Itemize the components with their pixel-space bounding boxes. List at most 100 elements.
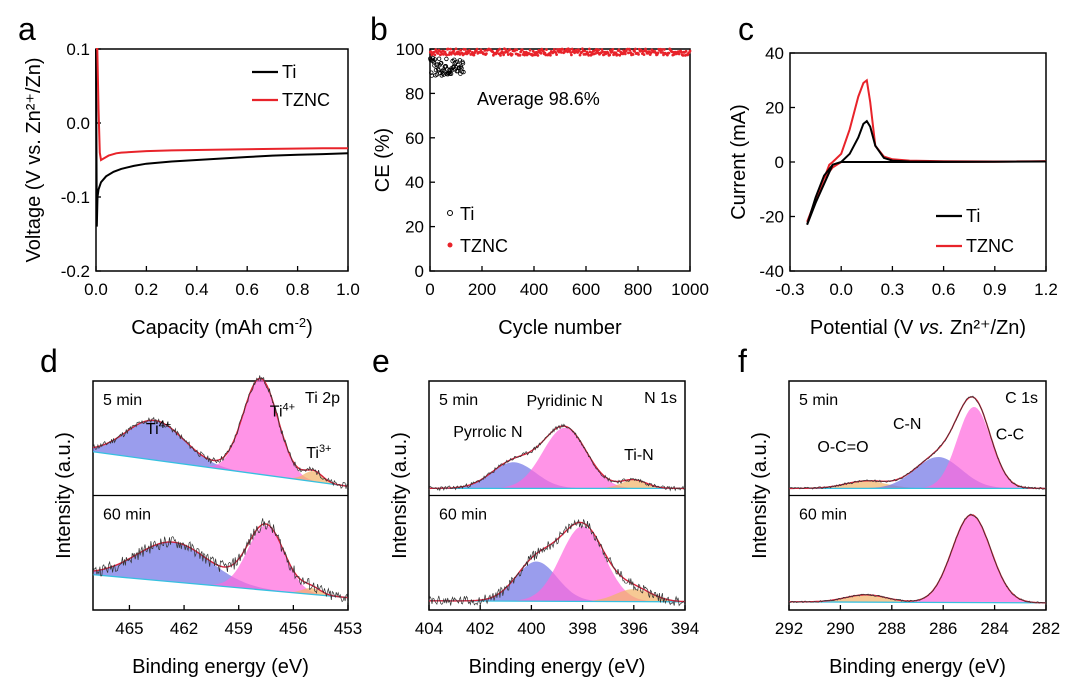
- point-tznc: [506, 53, 510, 56]
- panel-e: e 404 402 400 398 396 394 5 min N 1s Pyrrolic NPy…: [372, 343, 699, 678]
- point-tznc: [432, 50, 436, 54]
- y-axis-title: CE (%): [372, 128, 394, 192]
- panel-label-a: a: [18, 11, 36, 47]
- peak-label: C-N: [893, 416, 921, 433]
- point-tznc: [433, 53, 437, 57]
- y-tick-label: 40: [765, 44, 784, 63]
- point-tznc: [637, 53, 640, 56]
- peak-label: C-C: [996, 426, 1024, 443]
- peak-fill: [429, 526, 685, 602]
- x-tick-label: 800: [624, 280, 652, 299]
- point-tznc: [483, 49, 487, 52]
- point-tznc: [545, 48, 548, 51]
- point-tznc: [617, 48, 621, 52]
- point-tznc: [475, 47, 479, 51]
- point-tznc: [610, 50, 614, 54]
- point-tznc: [498, 47, 502, 51]
- point-tznc: [528, 48, 532, 52]
- point-tznc: [600, 48, 604, 51]
- peak-label: Pyrrolic N: [453, 424, 522, 441]
- legend-label-tznc: TZNC: [282, 90, 330, 110]
- x-tick-label: -0.3: [775, 280, 804, 299]
- x-tick-label: 0.0: [829, 280, 853, 299]
- point-ti: [460, 61, 466, 66]
- x-tick-label: 0.0: [84, 280, 108, 299]
- point-tznc: [633, 50, 636, 53]
- element-label: N 1s: [644, 390, 677, 407]
- point-tznc: [611, 48, 615, 51]
- x-tick-label: 396: [620, 619, 648, 638]
- x-tick-label: 0: [425, 280, 434, 299]
- peak-label: Ti4+: [270, 401, 295, 420]
- x-tick-label: 282: [1032, 619, 1060, 638]
- peak-fill: [93, 378, 348, 487]
- point-tznc: [649, 51, 653, 55]
- x-tick-label: 600: [572, 280, 600, 299]
- peak-fill: [93, 525, 348, 598]
- peak-fill: [93, 542, 348, 598]
- point-tznc: [644, 47, 647, 51]
- x-tick-label: 0.8: [286, 280, 310, 299]
- point-ti: [432, 57, 438, 62]
- point-tznc: [614, 51, 618, 55]
- point-ti: [433, 67, 439, 73]
- x-tick-label: 402: [466, 619, 494, 638]
- legend-label-ti: Ti: [966, 206, 980, 226]
- x-tick-label: 456: [279, 619, 307, 638]
- point-tznc: [634, 47, 637, 51]
- x-axis-title: Binding energy (eV): [132, 656, 309, 678]
- y-tick-label: 80: [405, 84, 424, 103]
- y-tick-label: -40: [759, 262, 784, 281]
- y-axis-title: Intensity (a.u.): [53, 432, 75, 559]
- point-tznc: [436, 52, 440, 55]
- point-tznc: [608, 53, 612, 57]
- y-tick-label: 40: [405, 173, 424, 192]
- point-tznc: [577, 49, 581, 52]
- x-tick-label: 462: [170, 619, 198, 638]
- legend-label-tznc: TZNC: [966, 236, 1014, 256]
- point-ti: [444, 56, 449, 62]
- series-ti: [806, 119, 1047, 226]
- element-label: C 1s: [1005, 390, 1038, 407]
- x-tick-label: 1.2: [1034, 280, 1058, 299]
- y-axis-title: Current (mA): [728, 104, 750, 220]
- x-tick-label: 292: [775, 619, 803, 638]
- peak-label: Ti3+: [306, 443, 331, 462]
- point-tznc: [508, 48, 512, 51]
- point-tznc: [616, 53, 619, 56]
- spectrum-time-label: 5 min: [103, 392, 142, 409]
- spectrum-time-label: 60 min: [799, 507, 847, 524]
- y-tick-label: 0: [775, 153, 784, 172]
- point-tznc: [535, 51, 539, 55]
- point-tznc: [479, 48, 483, 52]
- point-tznc: [631, 53, 635, 56]
- point-tznc: [561, 48, 565, 51]
- peak-fill: [789, 514, 1046, 603]
- point-tznc: [518, 53, 522, 57]
- point-tznc: [559, 51, 563, 54]
- plot-frame: [95, 48, 349, 272]
- point-tznc: [684, 49, 688, 53]
- y-tick-label: -20: [759, 208, 784, 227]
- point-tznc: [506, 50, 509, 54]
- x-axis-title: Capacity (mAh cm-2): [131, 315, 313, 340]
- x-tick-label: 400: [520, 280, 548, 299]
- peak-label: Ti-N: [624, 447, 654, 464]
- x-tick-label: 0.3: [881, 280, 905, 299]
- x-tick-label: 459: [225, 619, 253, 638]
- point-tznc: [628, 48, 632, 52]
- raw-spectrum: [428, 423, 686, 492]
- point-tznc: [459, 48, 463, 52]
- point-tznc: [454, 47, 458, 51]
- point-tznc: [501, 51, 505, 54]
- point-tznc: [588, 47, 591, 51]
- legend-swatch-ti: [447, 210, 453, 216]
- y-tick-label: 0: [415, 262, 424, 281]
- point-tznc: [677, 52, 681, 56]
- point-tznc: [447, 53, 451, 56]
- x-tick-label: 394: [671, 619, 699, 638]
- y-axis-title: Voltage (V vs. Zn²⁺/Zn): [23, 57, 45, 262]
- point-tznc: [539, 51, 543, 55]
- point-tznc: [568, 48, 572, 52]
- x-tick-label: 286: [929, 619, 957, 638]
